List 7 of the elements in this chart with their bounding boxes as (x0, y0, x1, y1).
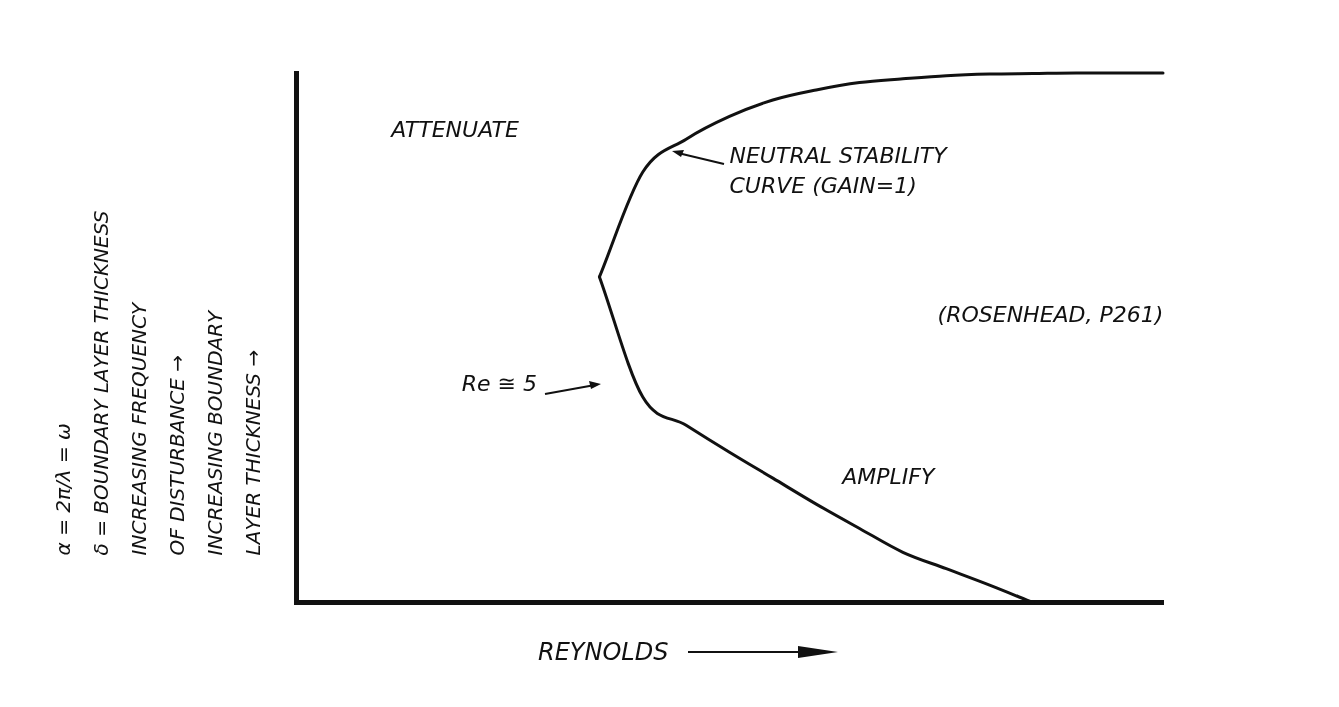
y-axis-title: α = 2π/λ = ω δ = BOUNDARY LAYER THICKNESS INCREASING FREQUENCY OF DISTURBANCE → INCREASING BOUNDARY LAYER THICKNESS → (50, 210, 266, 556)
annotation: ATTENUATE (389, 116, 520, 142)
annotation: Re ≅ 5 (461, 371, 538, 397)
annotation: NEUTRAL STABILITY CURVE (GAIN=1) (729, 143, 949, 199)
annotation: AMPLIFY (840, 463, 936, 489)
x-axis-title: REYNOLDS (538, 638, 669, 666)
annotation: (ROSENHEAD, P261) (937, 302, 1164, 328)
